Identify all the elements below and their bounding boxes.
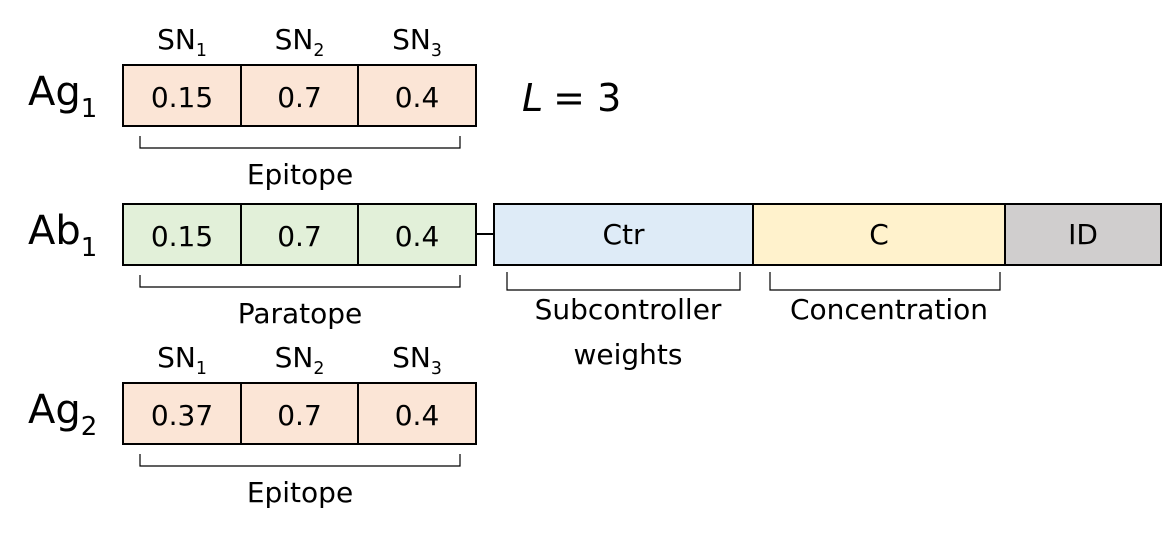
bracket [506,272,741,291]
cell-value: 0.4 [395,81,440,114]
bracket [139,136,461,149]
column-header-sub: 2 [313,359,324,379]
cell [357,64,477,127]
segment-label: ID [1068,218,1098,251]
column-header-sub: 3 [431,41,442,61]
bracket-label: Epitope [247,158,353,191]
cell-value: 0.15 [151,220,213,253]
bracket-label: Concentration [790,293,988,326]
column-header: SN3 [392,23,442,61]
column-header: SN1 [157,341,207,379]
length-value: = 3 [553,76,621,120]
row-label-sub: 1 [81,94,98,124]
column-header-base: SN [275,23,314,56]
row-label-sub: 1 [81,233,98,263]
row-label-base: Ag [28,387,81,433]
column-header-sub: 3 [431,359,442,379]
cell [240,64,359,127]
cell [357,382,477,445]
segment [493,203,754,266]
cell-value: 0.37 [151,399,213,432]
bracket [139,275,461,288]
bracket [769,272,1001,291]
cell [357,203,477,266]
column-header-base: SN [157,23,196,56]
segment-label: Ctr [602,218,645,251]
cell-value: 0.15 [151,81,213,114]
row-label: Ag1 [28,69,97,124]
segment [752,203,1006,266]
length-label: L = 3 [522,76,621,120]
bracket-label: Paratope [238,297,363,330]
column-header: SN2 [275,341,325,379]
bracket-label: Epitope [247,476,353,509]
column-header-base: SN [157,341,196,374]
bracket-label: Subcontroller [535,293,722,326]
column-header-sub: 2 [313,41,324,61]
cell-value: 0.7 [277,399,322,432]
segment-label: C [869,218,889,251]
bracket-label: weights [574,338,683,371]
row-label-base: Ag [28,69,81,115]
column-header-base: SN [392,341,431,374]
column-header-base: SN [392,23,431,56]
segment [1004,203,1162,266]
row-label: Ag2 [28,387,97,442]
column-header: SN3 [392,341,442,379]
column-header-base: SN [275,341,314,374]
length-variable: L [522,76,543,120]
column-header-sub: 1 [196,41,207,61]
row-label: Ab1 [28,208,97,263]
bracket [139,454,461,467]
cell-value: 0.4 [395,220,440,253]
row-label-base: Ab [28,208,81,254]
cell-value: 0.7 [277,81,322,114]
row-label-sub: 2 [81,412,98,442]
column-header: SN2 [275,23,325,61]
cell-value: 0.7 [277,220,322,253]
column-header-sub: 1 [196,359,207,379]
cell-value: 0.4 [395,399,440,432]
column-header: SN1 [157,23,207,61]
